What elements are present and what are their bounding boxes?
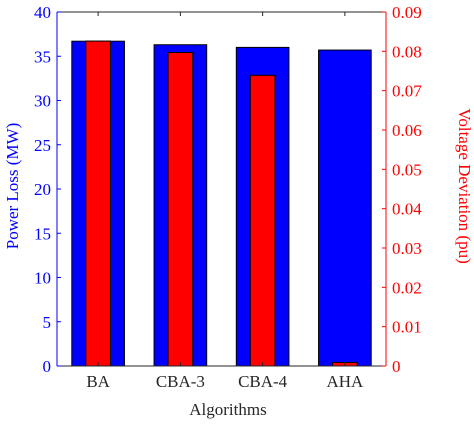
left-axis-title: Power Loss (MW)	[3, 123, 22, 250]
right-axis-title: Voltage Deviation (pu)	[455, 108, 474, 263]
right-tick-label: 0.01	[392, 318, 422, 337]
right-tick-label: 0.02	[392, 278, 422, 297]
power-loss-bars	[71, 40, 372, 367]
left-tick-label: 20	[34, 180, 51, 199]
voltage-deviation-bar-cba-4	[249, 74, 276, 367]
right-tick-label: 0.08	[392, 42, 422, 61]
axes: 0 5 10 15 20 25 30 35 40 0 0.01 0.02 0.03 0.04 0.05 0.0…	[34, 3, 422, 391]
right-tick-label: 0.03	[392, 239, 422, 258]
left-tick-label: 35	[34, 47, 51, 66]
x-axis-title: Algorithms	[189, 400, 266, 419]
left-tick-label: 40	[34, 3, 51, 22]
left-tick-label: 25	[34, 136, 51, 155]
x-tick-label: CBA-4	[238, 372, 288, 391]
right-tick-label: 0.07	[392, 82, 422, 101]
right-tick-label: 0	[392, 357, 401, 376]
right-tick-label: 0.09	[392, 3, 422, 22]
left-tick-label: 0	[43, 357, 52, 376]
right-tick-label: 0.04	[392, 200, 422, 219]
right-tick-label: 0.05	[392, 160, 422, 179]
voltage-deviation-bar-cba-3	[167, 52, 194, 367]
x-tick-label: BA	[86, 372, 110, 391]
left-tick-label: 15	[34, 224, 51, 243]
left-tick-label: 5	[43, 313, 52, 332]
voltage-deviation-bar-ba	[85, 40, 111, 367]
left-tick-label: 10	[34, 269, 51, 288]
power-loss-bar-aha	[318, 49, 372, 367]
right-tick-label: 0.06	[392, 121, 422, 140]
x-tick-label: CBA-3	[156, 372, 205, 391]
left-tick-label: 30	[34, 92, 51, 111]
voltage-deviation-bars	[85, 40, 358, 367]
x-tick-label: AHA	[326, 372, 364, 391]
